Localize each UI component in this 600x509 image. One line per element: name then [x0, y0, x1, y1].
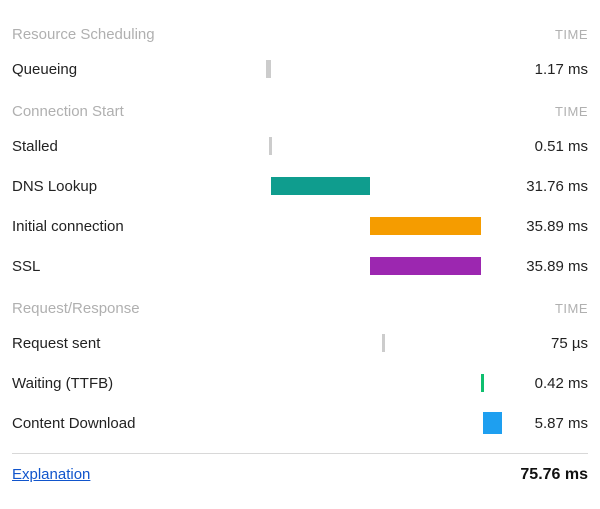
timing-bar-area [252, 254, 488, 278]
time-column-header: TIME [555, 104, 588, 119]
timing-row-value: 5.87 ms [488, 415, 588, 432]
timing-bar [370, 217, 481, 235]
timing-row-label: DNS Lookup [12, 178, 252, 195]
timing-row: Initial connection 35.89 ms [12, 206, 588, 246]
timing-row-value: 75 µs [488, 335, 588, 352]
timing-row-label: Request sent [12, 335, 252, 352]
timing-bar [370, 257, 481, 275]
explanation-link[interactable]: Explanation [12, 466, 90, 483]
timing-row-label: Stalled [12, 138, 252, 155]
timing-bar-area [252, 371, 488, 395]
timing-bar [271, 177, 370, 195]
section-header: Request/Response TIME [12, 286, 588, 323]
timing-bar-area [252, 174, 488, 198]
timing-row: SSL 35.89 ms [12, 246, 588, 286]
timing-row-label: Initial connection [12, 218, 252, 235]
timing-bar-area [252, 214, 488, 238]
timing-row: DNS Lookup 31.76 ms [12, 166, 588, 206]
timing-bar-area [252, 134, 488, 158]
timing-bar [269, 137, 273, 155]
timing-row-value: 1.17 ms [488, 61, 588, 78]
section-header: Resource Scheduling TIME [12, 12, 588, 49]
timing-bar-area [252, 411, 488, 435]
section-title: Connection Start [12, 103, 124, 120]
timing-row-label: Content Download [12, 415, 252, 432]
timing-row: Stalled 0.51 ms [12, 126, 588, 166]
timing-row-value: 31.76 ms [488, 178, 588, 195]
timing-row-value: 35.89 ms [488, 258, 588, 275]
timing-row-value: 35.89 ms [488, 218, 588, 235]
timing-row-label: Queueing [12, 61, 252, 78]
timing-bar-area [252, 331, 488, 355]
timing-row-value: 0.42 ms [488, 375, 588, 392]
timing-bar [483, 412, 502, 434]
section-title: Request/Response [12, 300, 140, 317]
timing-bar [266, 60, 271, 78]
time-column-header: TIME [555, 301, 588, 316]
timing-footer: Explanation 75.76 ms [12, 453, 588, 484]
total-time: 75.76 ms [520, 466, 588, 484]
timing-row: Waiting (TTFB) 0.42 ms [12, 363, 588, 403]
timing-row-value: 0.51 ms [488, 138, 588, 155]
timing-bar [382, 334, 385, 352]
time-column-header: TIME [555, 27, 588, 42]
section-title: Resource Scheduling [12, 26, 155, 43]
timing-bar [481, 374, 485, 392]
timing-row: Content Download 5.87 ms [12, 403, 588, 443]
timing-row: Queueing 1.17 ms [12, 49, 588, 89]
section-header: Connection Start TIME [12, 89, 588, 126]
timing-row-label: SSL [12, 258, 252, 275]
timing-row: Request sent 75 µs [12, 323, 588, 363]
timing-bar-area [252, 57, 488, 81]
timing-row-label: Waiting (TTFB) [12, 375, 252, 392]
network-timing-panel: Resource Scheduling TIME Queueing 1.17 ms Co… [12, 12, 588, 484]
